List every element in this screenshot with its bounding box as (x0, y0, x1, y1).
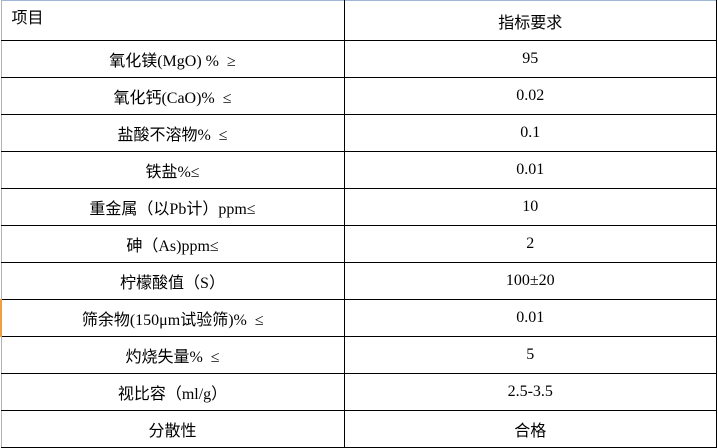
header-requirement[interactable]: 指标要求 (343, 0, 717, 41)
requirement-cell[interactable]: 100±20 (343, 262, 717, 300)
item-cell[interactable]: 重金属（以Pb计）ppm≤ (0, 188, 345, 226)
item-cell[interactable]: 分散性 (0, 410, 345, 448)
table-row: 分散性 合格 (0, 410, 717, 448)
table-row: 柠檬酸值（S） 100±20 (0, 262, 717, 300)
item-cell[interactable]: 氧化钙(CaO)% ≤ (0, 77, 345, 115)
table-row: 氧化镁(MgO) % ≥95 (0, 40, 717, 78)
item-cell[interactable]: 铁盐%≤ (0, 151, 345, 189)
table-row: 重金属（以Pb计）ppm≤ 10 (0, 188, 717, 226)
item-cell[interactable]: 灼烧失量% ≤ (0, 336, 345, 374)
item-cell[interactable]: 盐酸不溶物% ≤ (0, 114, 345, 152)
table-row: 视比容（ml/g） 2.5-3.5 (0, 373, 717, 411)
table-row: 盐酸不溶物% ≤0.1 (0, 114, 717, 152)
requirement-cell[interactable]: 合格 (343, 410, 717, 448)
item-cell[interactable]: 砷（As)ppm≤ (0, 225, 345, 263)
header-row: 项目 指标要求 (0, 0, 717, 41)
requirement-cell[interactable]: 95 (343, 40, 717, 78)
requirement-cell[interactable]: 5 (343, 336, 717, 374)
item-cell[interactable]: 氧化镁(MgO) % ≥ (0, 40, 345, 78)
requirement-cell[interactable]: 2 (343, 225, 717, 263)
requirement-cell[interactable]: 0.02 (343, 77, 717, 115)
header-item[interactable]: 项目 (0, 0, 345, 41)
requirement-cell[interactable]: 2.5-3.5 (343, 373, 717, 411)
table-row: 砷（As)ppm≤ 2 (0, 225, 717, 263)
table-row: 氧化钙(CaO)% ≤0.02 (0, 77, 717, 115)
table-row: 筛余物(150μm试验筛)% ≤0.01 (0, 299, 717, 337)
item-cell[interactable]: 柠檬酸值（S） (0, 262, 345, 300)
requirement-cell[interactable]: 0.1 (343, 114, 717, 152)
item-cell[interactable]: 视比容（ml/g） (0, 373, 345, 411)
requirement-cell[interactable]: 0.01 (343, 299, 717, 337)
table-row: 铁盐%≤ 0.01 (0, 151, 717, 189)
table-row: 灼烧失量% ≤5 (0, 336, 717, 374)
item-cell[interactable]: 筛余物(150μm试验筛)% ≤ (0, 299, 345, 337)
requirement-cell[interactable]: 10 (343, 188, 717, 226)
requirement-cell[interactable]: 0.01 (343, 151, 717, 189)
